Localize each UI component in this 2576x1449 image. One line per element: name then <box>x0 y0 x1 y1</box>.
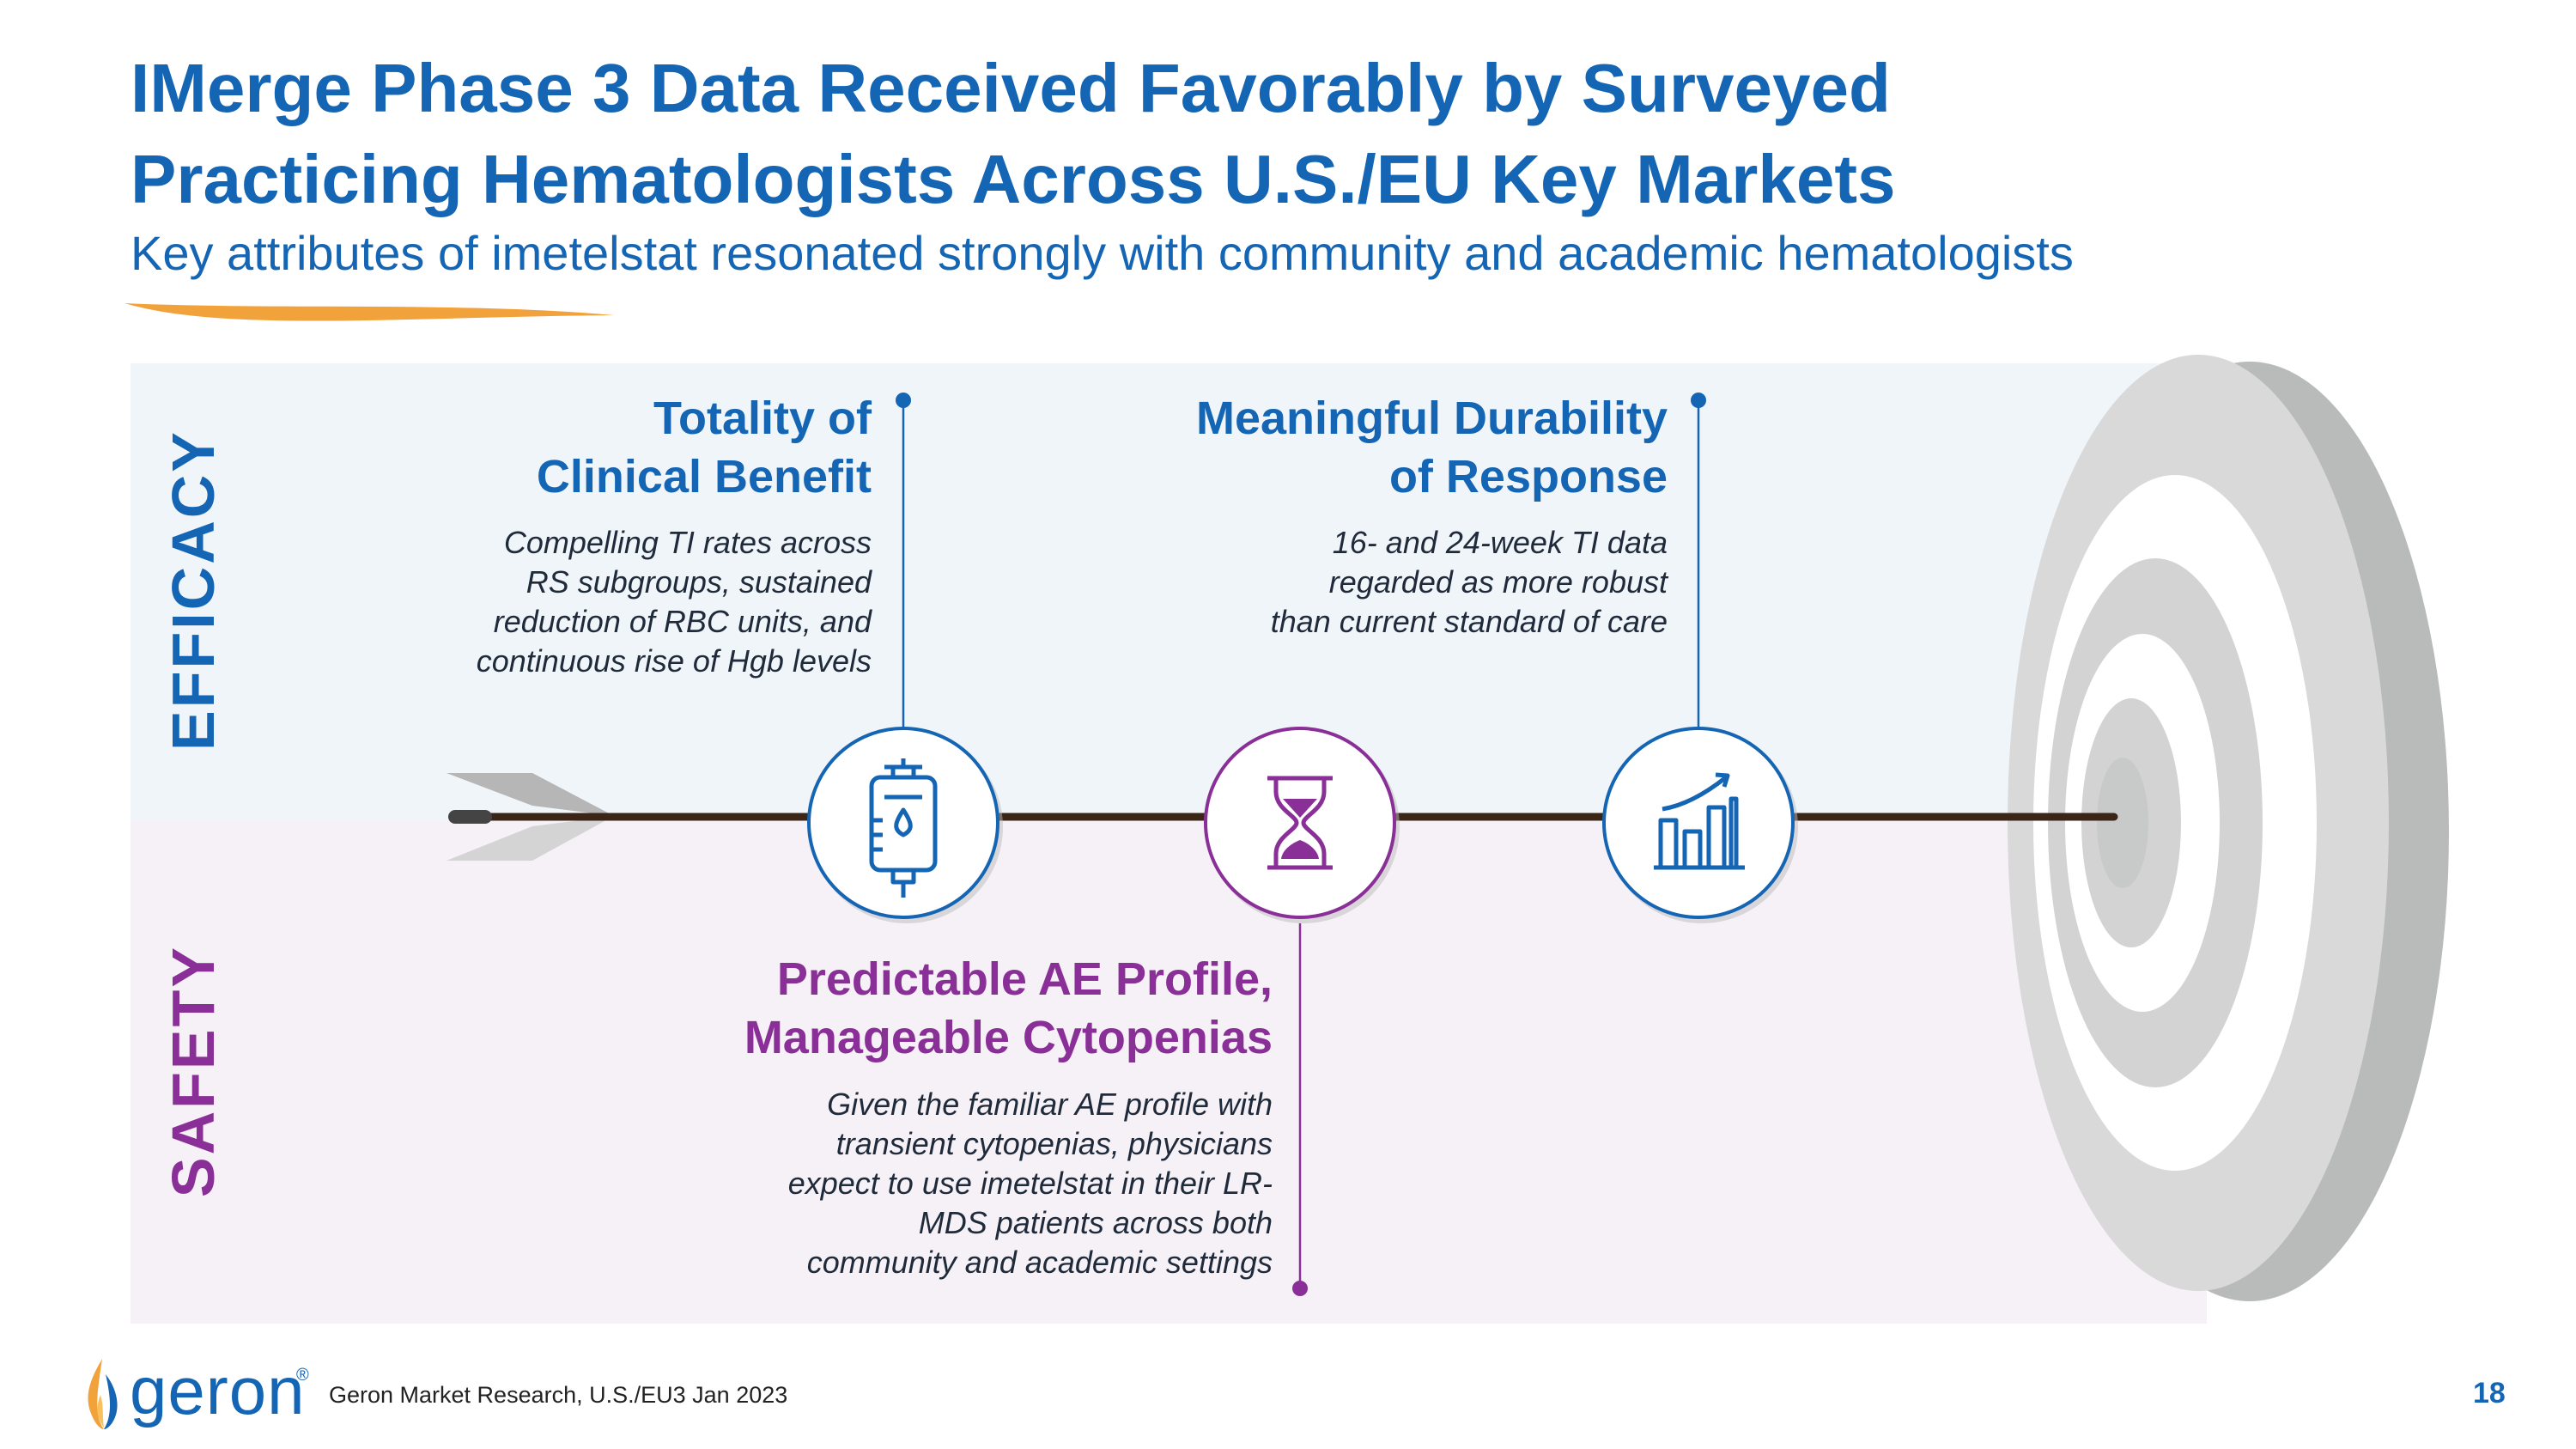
slide-title-line-2: Practicing Hematologists Across U.S./EU … <box>131 141 1896 217</box>
safety-band <box>131 821 2207 1324</box>
target-icon <box>2008 355 2449 1301</box>
iv-bag-icon <box>807 727 1003 923</box>
page-number: 18 <box>2473 1377 2506 1409</box>
attribute-heading-durability: Meaningful Durability of Response <box>1195 393 1668 502</box>
arrow-fletching-icon <box>447 773 614 861</box>
attribute-desc-ae-profile: Given the familiar AE profile with trans… <box>787 1087 1273 1280</box>
attribute-desc-durability: 16- and 24-week TI data regarded as more… <box>1270 525 1668 639</box>
hourglass-icon <box>1204 727 1400 923</box>
slide-subtitle: Key attributes of imetelstat resonated s… <box>131 226 2074 280</box>
bar-chart-growth-icon <box>1602 727 1798 923</box>
attribute-heading-ae-profile: Predictable AE Profile, Manageable Cytop… <box>744 953 1273 1063</box>
orange-swoosh <box>125 303 614 321</box>
attribute-desc-clinical-benefit: Compelling TI rates across RS subgroups,… <box>476 525 872 679</box>
footer-source: Geron Market Research, U.S./EU3 Jan 2023 <box>329 1382 788 1408</box>
slide-title: IMerge Phase 3 Data Received Favorably b… <box>131 43 2449 225</box>
slide-title-line-1: IMerge Phase 3 Data Received Favorably b… <box>131 50 1891 126</box>
logo-wordmark: geron <box>130 1353 306 1428</box>
flame-logo-icon <box>88 1359 118 1429</box>
connector-dot-2 <box>1691 393 1706 408</box>
connector-dot-3 <box>1292 1281 1308 1296</box>
logo-registered-mark: ® <box>296 1366 309 1385</box>
attribute-heading-clinical-benefit: Totality of Clinical Benefit <box>536 393 872 502</box>
connector-dot-1 <box>896 393 911 408</box>
efficacy-band <box>131 363 2207 821</box>
